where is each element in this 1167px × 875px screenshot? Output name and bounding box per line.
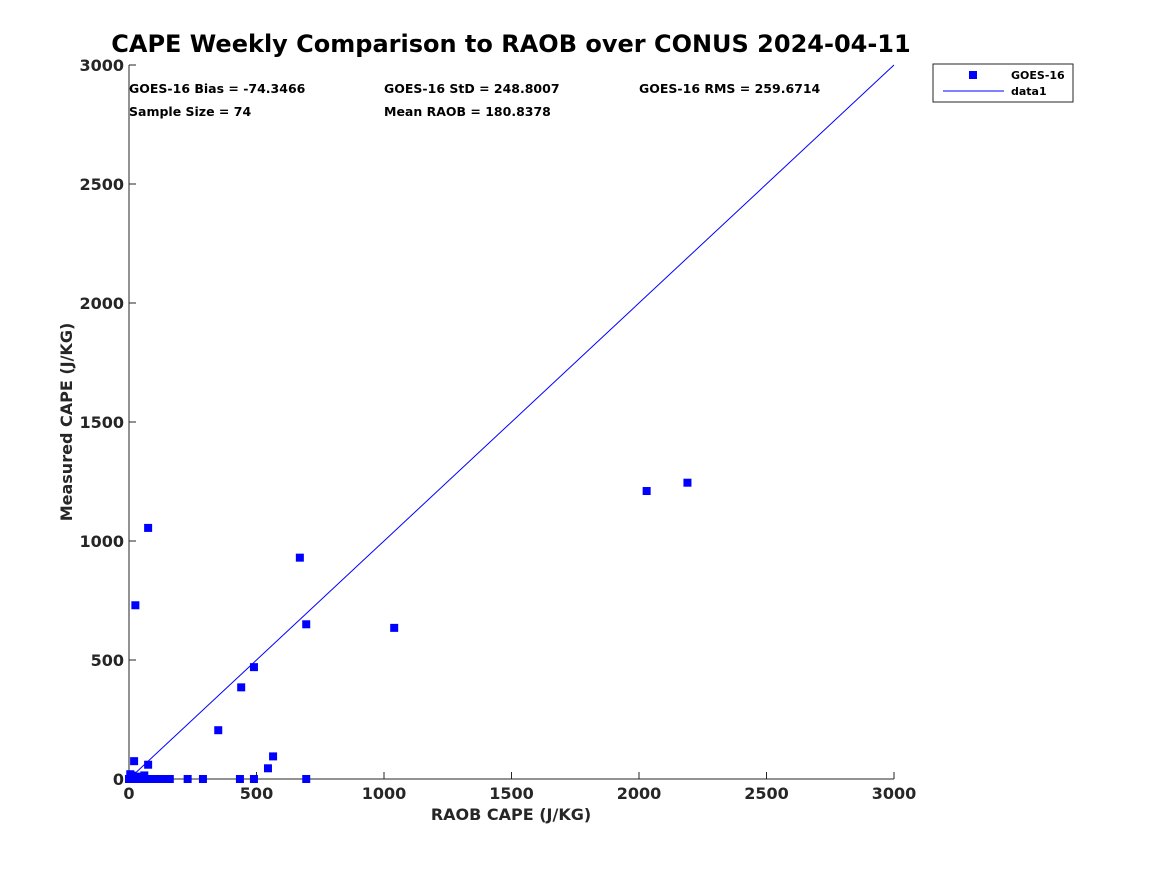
data-point: [129, 775, 138, 783]
stats-annotations: GOES-16 Bias = -74.3466 GOES-16 StD = 24…: [129, 81, 821, 119]
data-point: [183, 775, 192, 783]
legend: GOES-16 data1: [932, 63, 1074, 103]
legend-label-goes16: GOES-16: [1011, 69, 1065, 82]
data-point: [198, 775, 207, 783]
data-point: [302, 620, 311, 629]
series-line-data1: [128, 64, 895, 780]
stat-bias: GOES-16 Bias = -74.3466: [129, 81, 306, 96]
y-tick-label: 2500: [79, 175, 124, 194]
plot-area: 0 500 1000 1500 2000 2500 3000 0 500 1000 1500 200…: [79, 56, 916, 803]
data-point: [642, 487, 651, 496]
y-tick-label: 3000: [79, 56, 124, 75]
x-tick-label: 2000: [617, 784, 662, 803]
data-point: [144, 760, 153, 769]
data-point: [131, 601, 140, 610]
stat-mean-raob: Mean RAOB = 180.8378: [384, 104, 551, 119]
x-tick-label: 1000: [362, 784, 407, 803]
y-tick-label: 500: [91, 651, 124, 670]
y-tick-label: 1500: [79, 413, 124, 432]
data-point: [130, 757, 139, 766]
legend-marker-goes16: [969, 71, 977, 79]
y-ticks: 0 500 1000 1500 2000 2500 3000: [79, 56, 136, 789]
y-tick-label: 2000: [79, 294, 124, 313]
data-point: [165, 775, 174, 783]
y-tick-label: 0: [113, 770, 124, 789]
x-tick-label: 1500: [489, 784, 534, 803]
x-tick-label: 2500: [744, 784, 789, 803]
data-point: [235, 775, 244, 783]
data-point: [142, 775, 151, 783]
data-point: [214, 726, 223, 735]
series-line: [128, 64, 895, 780]
y-axis-label: Measured CAPE (J/KG): [57, 323, 76, 522]
data-point: [683, 478, 692, 487]
data-point: [144, 523, 153, 532]
data-point: [263, 764, 272, 773]
x-tick-label: 500: [240, 784, 273, 803]
y-tick-label: 1000: [79, 532, 124, 551]
data-point: [249, 775, 258, 783]
data-point: [390, 623, 399, 632]
data-point: [249, 663, 258, 672]
stat-sample-size: Sample Size = 74: [129, 104, 251, 119]
x-axis-label: RAOB CAPE (J/KG): [431, 805, 591, 824]
chart-title: CAPE Weekly Comparison to RAOB over CONU…: [111, 30, 910, 58]
data-point: [295, 553, 304, 562]
x-ticks: 0 500 1000 1500 2000 2500 3000: [123, 772, 916, 803]
legend-label-data1: data1: [1011, 85, 1047, 98]
data-point: [237, 683, 246, 692]
data-point: [302, 775, 311, 783]
stat-rms: GOES-16 RMS = 259.6714: [639, 81, 821, 96]
legend-box: [932, 63, 1074, 103]
series-points: [125, 478, 692, 783]
x-tick-label: 0: [123, 784, 134, 803]
x-tick-label: 3000: [872, 784, 917, 803]
data-point: [269, 752, 278, 761]
stat-std: GOES-16 StD = 248.8007: [384, 81, 560, 96]
